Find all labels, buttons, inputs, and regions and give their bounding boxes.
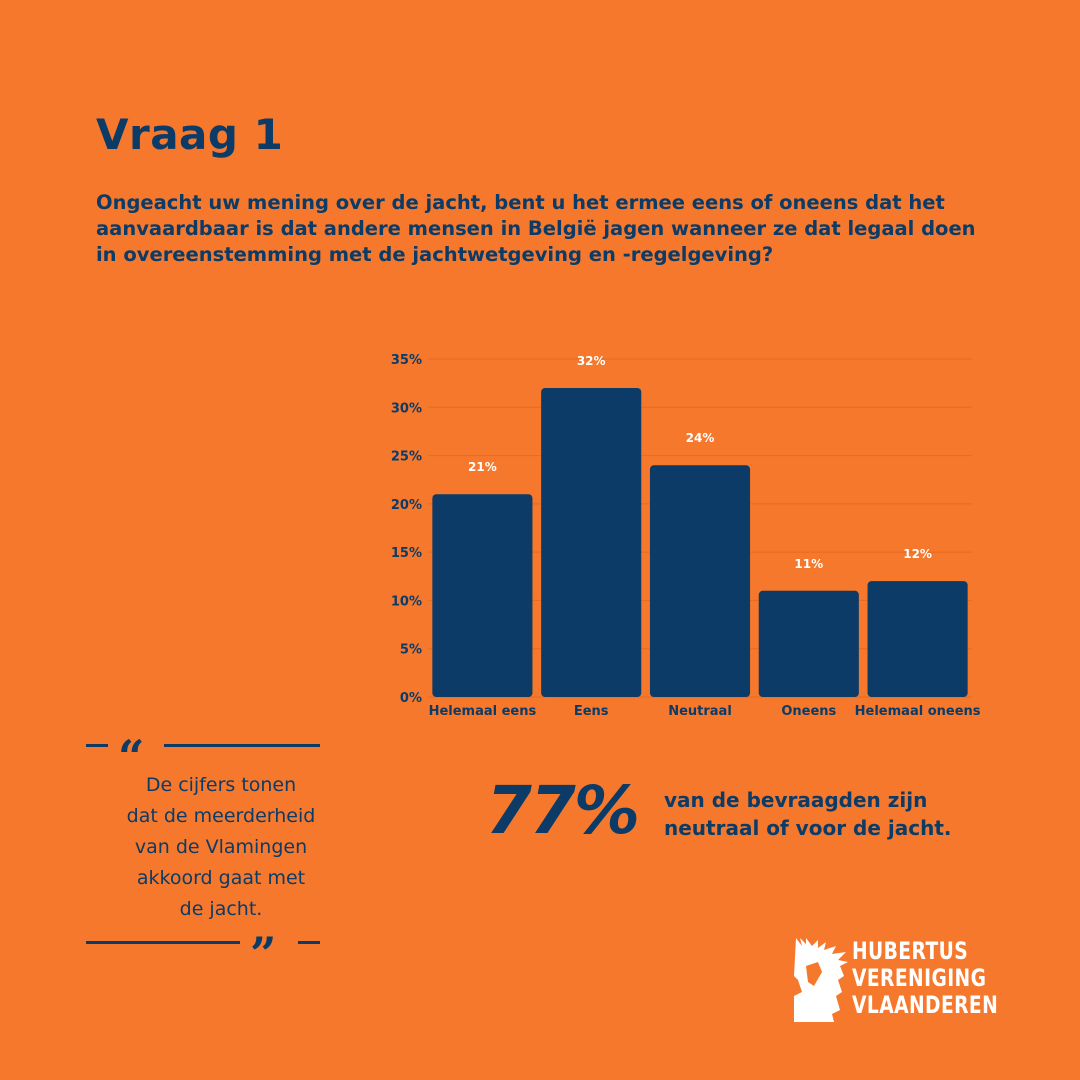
- y-tick-label: 20%: [391, 498, 422, 513]
- x-tick-label: Helemaal eens: [429, 704, 537, 719]
- y-tick-label: 0%: [400, 691, 422, 706]
- bar: [758, 590, 859, 697]
- quote-bottom-line-left: [86, 941, 240, 944]
- y-tick-label: 5%: [400, 643, 422, 658]
- quote-top-line-right: [164, 744, 320, 747]
- y-tick-label: 25%: [391, 450, 422, 465]
- x-tick-label: Neutraal: [668, 704, 732, 719]
- bar: [432, 494, 533, 697]
- logo-line-3: VLAANDEREN: [852, 991, 999, 1019]
- x-tick-label: Helemaal oneens: [855, 704, 981, 719]
- y-tick-label: 15%: [391, 546, 422, 561]
- logo: HUBERTUS VERENIGING VLAANDEREN: [792, 936, 998, 1026]
- quote-text: De cijfers tonen dat de meerderheid van …: [126, 774, 316, 920]
- close-quote-icon: ”: [250, 927, 277, 981]
- data-label: 21%: [468, 460, 497, 474]
- y-tick-label: 30%: [391, 401, 422, 416]
- y-tick-label: 10%: [391, 594, 422, 609]
- quote-bottom-line-right: [298, 941, 320, 944]
- bar: [541, 387, 642, 697]
- quote-top-line-left: [86, 744, 108, 747]
- data-label: 12%: [903, 547, 932, 561]
- data-label: 24%: [686, 431, 715, 445]
- logo-line-2: VERENIGING: [852, 964, 987, 992]
- data-label: 32%: [577, 354, 606, 368]
- page-title: Vraag 1: [96, 110, 284, 159]
- stat-text: van de bevraagden zijn neutraal of voor …: [664, 788, 952, 840]
- bar: [867, 581, 968, 697]
- stat-number: 77%: [486, 772, 640, 849]
- survey-question: Ongeacht uw mening over de jacht, bent u…: [96, 191, 976, 266]
- logo-text: HUBERTUS VERENIGING VLAANDEREN: [852, 938, 998, 1019]
- y-tick-label: 35%: [391, 353, 422, 368]
- open-quote-icon: “: [118, 730, 145, 784]
- data-label: 11%: [794, 557, 823, 571]
- deer-head-icon: [794, 938, 848, 1022]
- logo-line-1: HUBERTUS: [852, 937, 969, 965]
- bar: [649, 465, 751, 697]
- x-tick-label: Oneens: [781, 704, 836, 719]
- x-tick-label: Eens: [574, 704, 609, 719]
